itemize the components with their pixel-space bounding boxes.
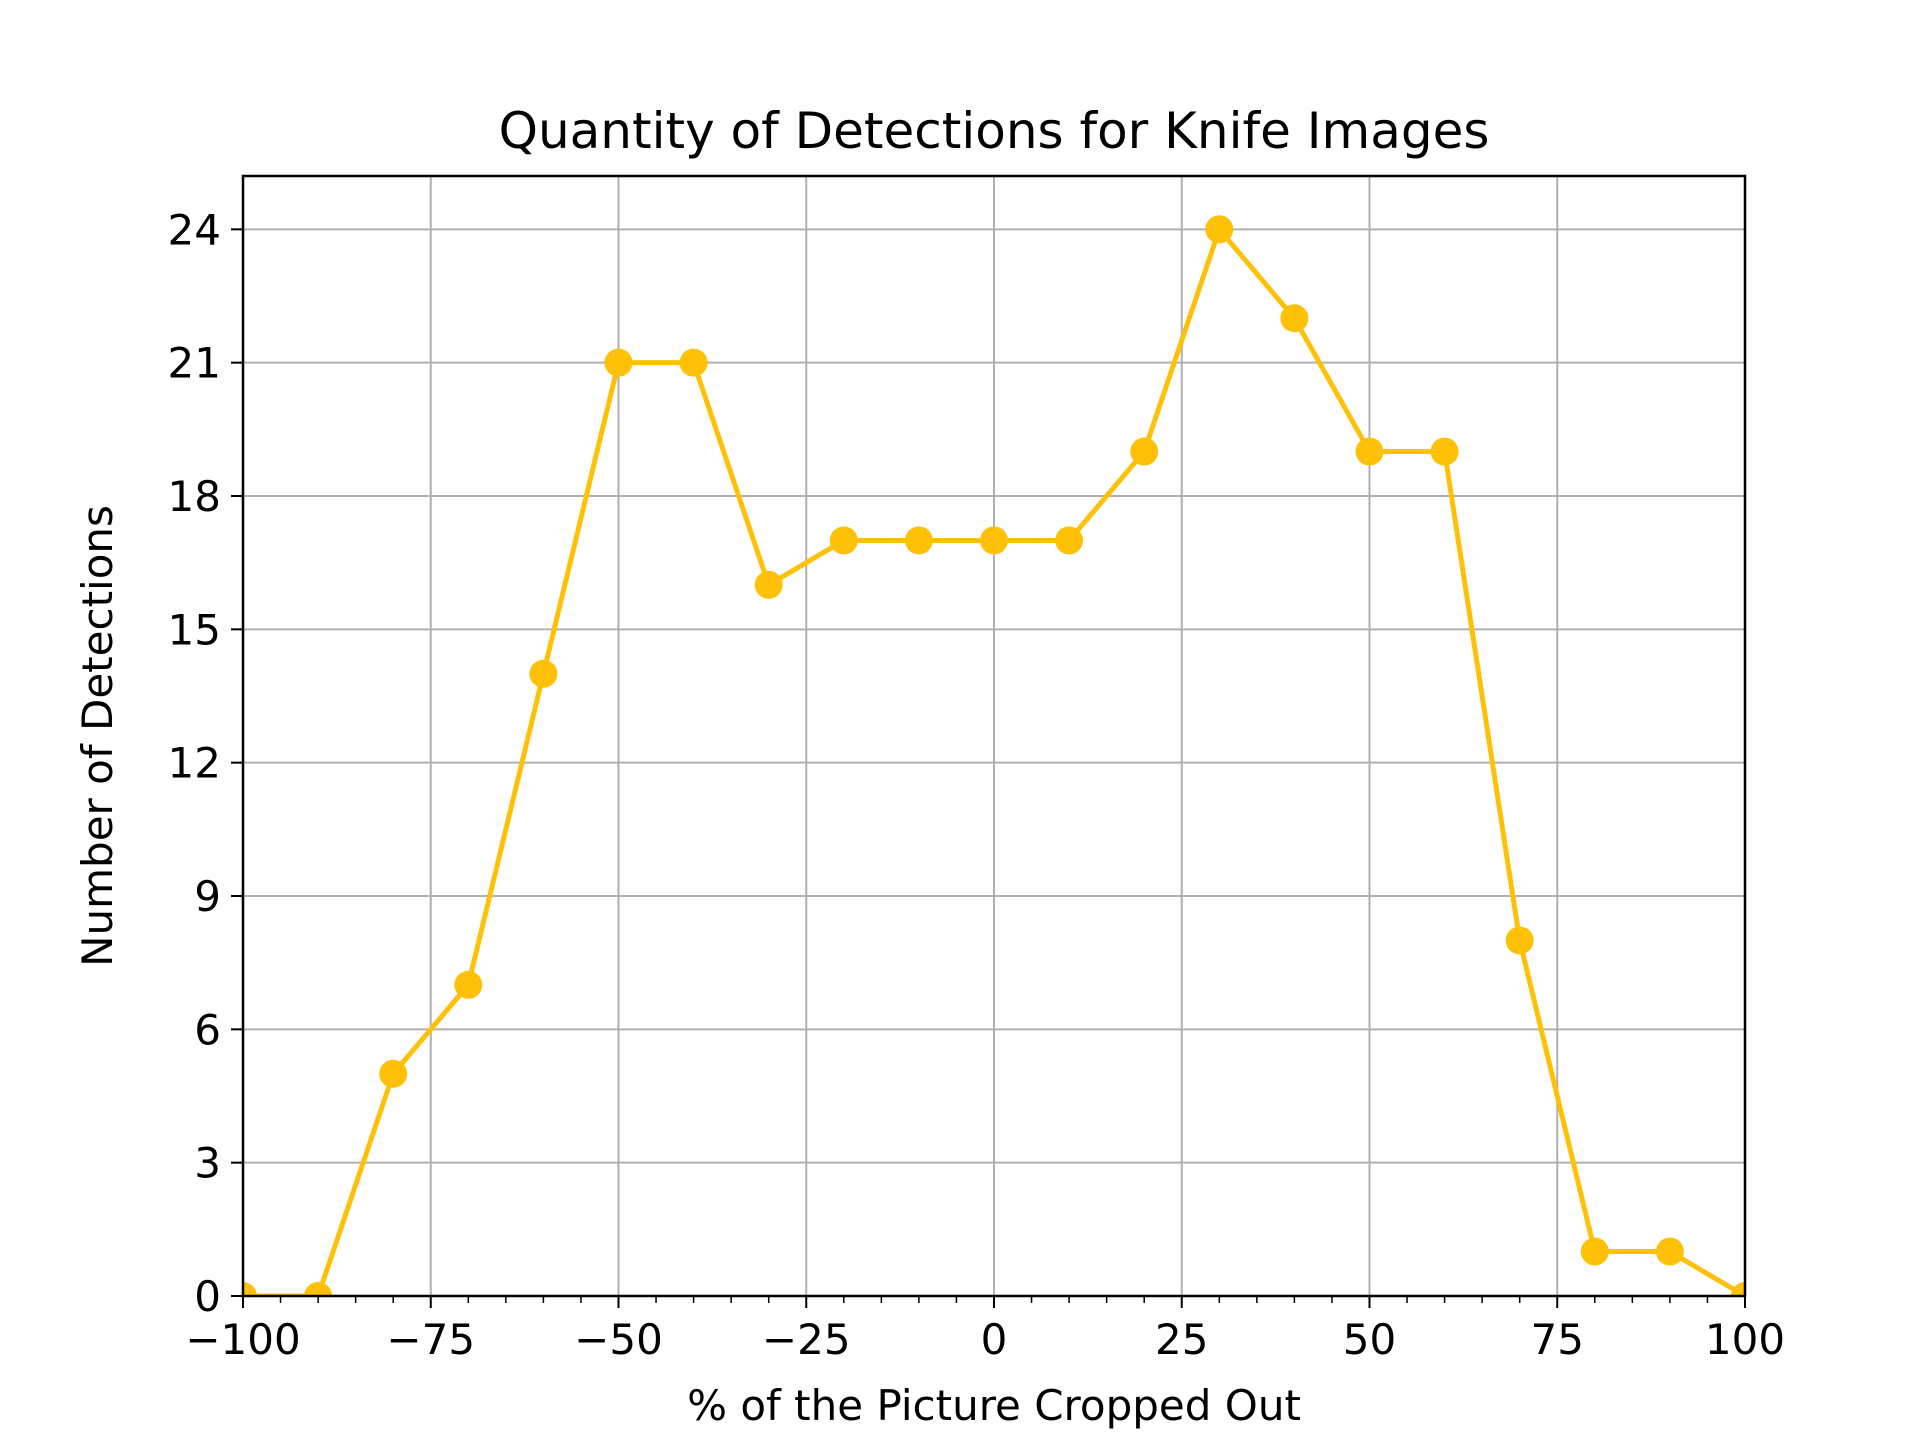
data-point bbox=[1731, 1282, 1745, 1296]
data-point bbox=[1355, 437, 1384, 466]
series-group bbox=[243, 215, 1745, 1296]
x-axis-label: % of the Picture Cropped Out bbox=[687, 1381, 1301, 1430]
data-point bbox=[379, 1059, 408, 1088]
data-point bbox=[1505, 926, 1534, 955]
y-tick-label: 12 bbox=[168, 739, 221, 788]
data-point bbox=[1205, 215, 1234, 244]
x-tick-label: −100 bbox=[185, 1315, 300, 1364]
x-tick-label: 75 bbox=[1531, 1315, 1584, 1364]
x-tick-label: 100 bbox=[1705, 1315, 1785, 1364]
x-tick-label: 0 bbox=[981, 1315, 1008, 1364]
data-point bbox=[1430, 437, 1459, 466]
data-point bbox=[754, 570, 783, 599]
y-tick-label: 18 bbox=[168, 472, 221, 521]
series-layer bbox=[243, 215, 1745, 1296]
data-point bbox=[1055, 526, 1084, 555]
x-tick-label: −75 bbox=[386, 1315, 475, 1364]
data-point bbox=[1580, 1237, 1609, 1266]
chart-title: Quantity of Detections for Knife Images bbox=[499, 102, 1490, 160]
y-tick-label: 3 bbox=[194, 1139, 221, 1188]
y-tick-label: 0 bbox=[194, 1272, 221, 1321]
data-point bbox=[243, 1282, 257, 1296]
data-point bbox=[604, 348, 633, 377]
y-tick-label: 9 bbox=[194, 872, 221, 921]
x-tick-label: −25 bbox=[762, 1315, 851, 1364]
axis-ticks: −100 −75 −50 −25 0 25 50 75 100 0 3 6 9 12 15 18 21 24 bbox=[168, 205, 1786, 1364]
x-tick-label: −50 bbox=[574, 1315, 663, 1364]
data-point bbox=[904, 526, 933, 555]
y-tick-label: 15 bbox=[168, 605, 221, 654]
data-point bbox=[679, 348, 708, 377]
data-point bbox=[1280, 304, 1309, 333]
data-point bbox=[1130, 437, 1159, 466]
data-point bbox=[829, 526, 858, 555]
y-tick-label: 21 bbox=[168, 339, 221, 388]
x-tick-label: 25 bbox=[1155, 1315, 1208, 1364]
data-point bbox=[454, 970, 483, 999]
y-axis-label: Number of Detections bbox=[73, 505, 122, 967]
x-tick-label: 50 bbox=[1343, 1315, 1396, 1364]
y-tick-label: 6 bbox=[194, 1005, 221, 1054]
data-point bbox=[980, 526, 1008, 555]
data-point bbox=[529, 659, 558, 688]
data-point bbox=[1655, 1237, 1684, 1266]
data-point bbox=[304, 1282, 333, 1296]
y-tick-label: 24 bbox=[168, 205, 221, 254]
